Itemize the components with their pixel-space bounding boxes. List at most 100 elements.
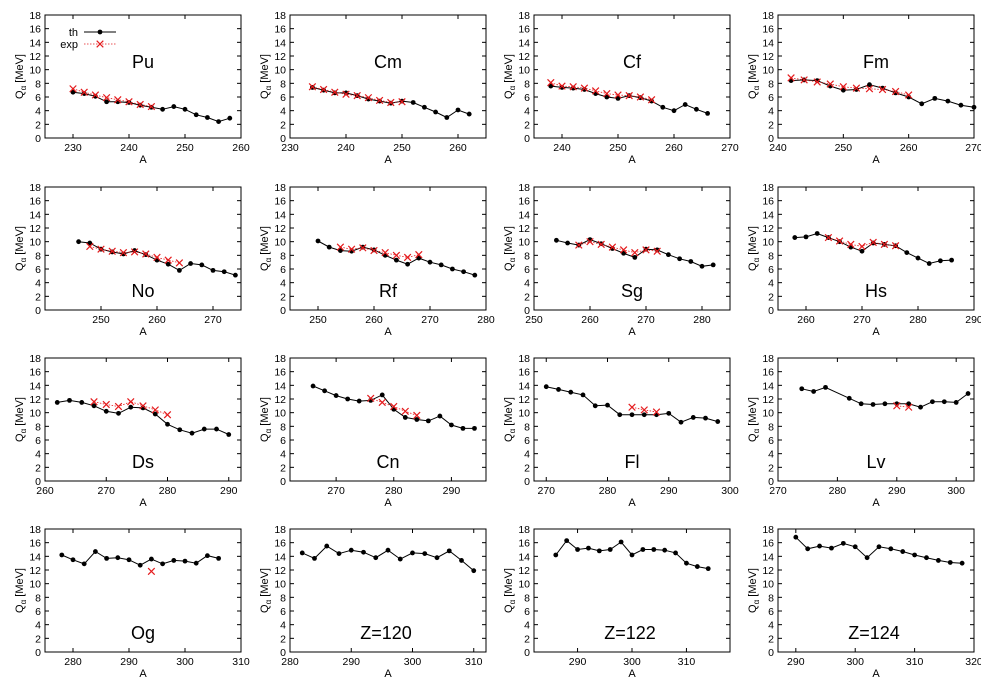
exp-point bbox=[378, 398, 386, 407]
th-point bbox=[188, 261, 194, 266]
th-point bbox=[115, 555, 121, 561]
exp-point bbox=[813, 78, 821, 86]
y-tick-label: 14 bbox=[518, 37, 530, 49]
y-tick-label: 18 bbox=[274, 10, 286, 22]
y-tick-label: 0 bbox=[768, 305, 774, 317]
y-tick-label: 8 bbox=[35, 250, 41, 262]
y-tick-label: 2 bbox=[280, 462, 286, 474]
exp-point bbox=[381, 248, 389, 257]
y-tick-label: 10 bbox=[29, 237, 41, 249]
th-point bbox=[814, 231, 820, 236]
th-point bbox=[385, 547, 391, 553]
y-tick-label: 12 bbox=[274, 223, 286, 235]
y-tick-label: 4 bbox=[280, 278, 286, 290]
y-tick-label: 10 bbox=[29, 65, 41, 77]
plot-frame bbox=[777, 14, 975, 139]
plot-frame bbox=[533, 14, 731, 139]
x-tick-label: 280 bbox=[599, 485, 617, 497]
exp-point bbox=[336, 243, 345, 251]
exp-point bbox=[401, 407, 410, 416]
th-point bbox=[67, 397, 72, 403]
y-tick-label: 16 bbox=[274, 367, 286, 379]
y-tick-label: 6 bbox=[35, 92, 41, 104]
th-point bbox=[70, 557, 76, 563]
y-tick-label: 8 bbox=[280, 592, 286, 604]
x-tick-label: 290 bbox=[888, 485, 906, 497]
th-point bbox=[858, 401, 864, 407]
exp-point bbox=[852, 84, 861, 92]
th-point bbox=[864, 555, 870, 561]
th-point bbox=[694, 564, 700, 569]
th-point bbox=[171, 104, 177, 109]
th-point bbox=[348, 547, 354, 553]
exp-point bbox=[364, 93, 373, 102]
plot-frame bbox=[44, 357, 242, 482]
th-point bbox=[543, 384, 549, 390]
exp-series-line bbox=[550, 82, 652, 101]
element-label: Sg bbox=[621, 281, 643, 301]
y-tick-label: 6 bbox=[768, 435, 774, 447]
y-tick-label: 2 bbox=[35, 633, 41, 645]
th-point bbox=[677, 256, 682, 262]
y-tick-label: 2 bbox=[524, 119, 530, 131]
exp-point bbox=[640, 406, 648, 414]
y-tick-label: 10 bbox=[29, 579, 41, 591]
exp-point bbox=[308, 83, 317, 91]
exp-point bbox=[366, 394, 375, 403]
th-point bbox=[666, 252, 671, 258]
exp-point bbox=[403, 253, 412, 262]
th-point bbox=[205, 115, 210, 120]
th-point bbox=[805, 546, 811, 552]
y-tick-label: 14 bbox=[29, 209, 41, 221]
th-point bbox=[564, 538, 570, 544]
y-tick-label: 14 bbox=[29, 551, 41, 563]
y-axis-label: Qα [MeV] bbox=[259, 568, 273, 613]
th-point bbox=[116, 410, 121, 416]
th-point bbox=[59, 552, 65, 558]
th-point bbox=[425, 418, 431, 424]
element-label: Cf bbox=[623, 52, 642, 72]
element-label: Hs bbox=[865, 281, 887, 301]
y-tick-label: 4 bbox=[524, 620, 530, 632]
y-tick-label: 4 bbox=[280, 620, 286, 632]
th-point bbox=[221, 269, 227, 275]
y-tick-label: 18 bbox=[762, 10, 774, 22]
y-tick-label: 0 bbox=[280, 647, 286, 659]
th-point bbox=[79, 400, 85, 405]
th-point bbox=[137, 562, 143, 568]
th-point bbox=[876, 544, 882, 550]
y-tick-label: 2 bbox=[768, 633, 774, 645]
y-tick-label: 6 bbox=[280, 264, 286, 276]
exp-point bbox=[787, 74, 795, 82]
exp-point bbox=[597, 240, 605, 249]
x-tick-label: 320 bbox=[965, 656, 981, 668]
y-tick-label: 6 bbox=[35, 264, 41, 276]
exp-point bbox=[642, 246, 650, 254]
y-tick-label: 12 bbox=[762, 565, 774, 577]
x-axis-label: A bbox=[139, 326, 147, 338]
th-point bbox=[149, 556, 154, 562]
exp-point bbox=[108, 247, 116, 255]
y-tick-label: 18 bbox=[762, 353, 774, 365]
th-point bbox=[315, 238, 321, 244]
th-point bbox=[703, 415, 708, 421]
exp-point bbox=[142, 250, 150, 258]
y-tick-label: 12 bbox=[274, 394, 286, 406]
th-point bbox=[193, 560, 199, 566]
y-tick-label: 18 bbox=[518, 182, 530, 194]
y-axis-label: Qα [MeV] bbox=[14, 226, 28, 271]
th-point bbox=[338, 248, 343, 253]
exp-point bbox=[80, 88, 88, 96]
x-tick-label: 280 bbox=[385, 485, 403, 497]
th-point bbox=[904, 250, 910, 256]
x-tick-label: 240 bbox=[337, 142, 355, 154]
y-tick-label: 4 bbox=[35, 449, 41, 461]
y-tick-label: 6 bbox=[768, 92, 774, 104]
th-point bbox=[930, 399, 935, 405]
x-tick-label: 270 bbox=[637, 314, 655, 326]
th-point bbox=[433, 109, 438, 115]
th-point bbox=[915, 255, 921, 261]
